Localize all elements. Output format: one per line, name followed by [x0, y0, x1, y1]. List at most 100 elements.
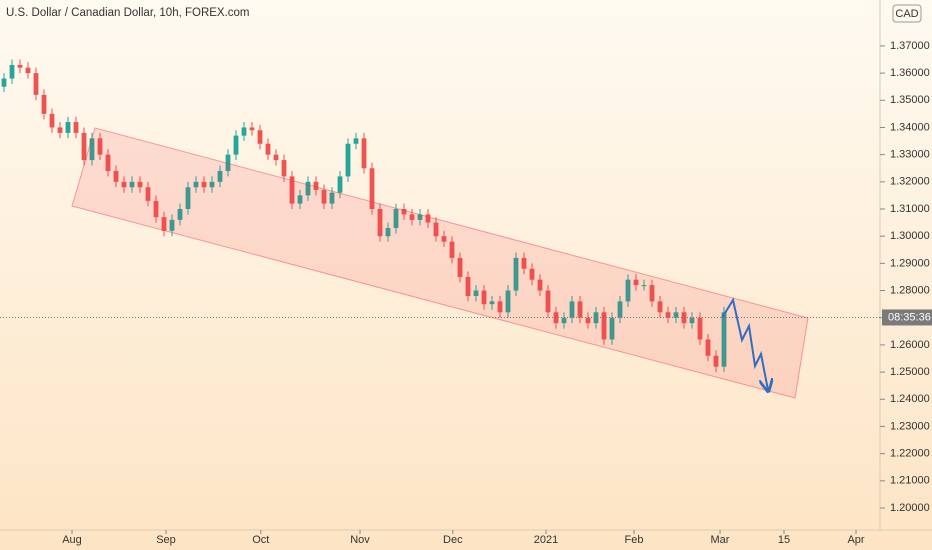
candle-body	[585, 317, 591, 324]
candle-body	[665, 312, 671, 318]
candle-body	[265, 143, 271, 155]
candle-body	[409, 214, 415, 220]
x-tick-label: Oct	[252, 534, 269, 546]
y-tick-label: 1.23000	[890, 420, 930, 432]
candle-body	[545, 290, 551, 313]
y-tick-label: 1.34000	[890, 121, 930, 133]
candle-body	[697, 317, 703, 340]
candle-body	[465, 276, 471, 296]
candle-body	[49, 113, 55, 128]
candle-body	[497, 301, 503, 313]
candle-body	[137, 181, 143, 188]
candle-body	[273, 154, 279, 161]
candle-body	[713, 355, 719, 367]
candle-body	[577, 301, 583, 318]
candle-body	[169, 219, 175, 231]
y-tick-label: 1.22000	[890, 448, 930, 460]
candle-body	[217, 170, 223, 182]
candle-body	[185, 187, 191, 210]
candle-body	[593, 312, 599, 324]
candle-body	[625, 279, 631, 302]
candle-body	[385, 228, 391, 237]
candle-body	[601, 312, 607, 340]
candle-body	[289, 176, 295, 204]
candle-body	[89, 138, 95, 161]
chart-title: U.S. Dollar / Canadian Dollar, 10h, FORE…	[6, 7, 250, 19]
candle-body	[33, 73, 39, 95]
candle-body	[457, 257, 463, 277]
candle-body	[193, 181, 199, 188]
x-tick-label: Feb	[625, 534, 644, 546]
candle-body	[633, 279, 639, 286]
candle-body	[113, 170, 119, 182]
candle-body	[521, 257, 527, 269]
candle-body	[17, 64, 23, 68]
x-tick-label: Apr	[847, 534, 864, 546]
y-tick-label: 1.32000	[890, 176, 930, 188]
candle-body	[337, 176, 343, 193]
y-tick-label: 1.30000	[890, 230, 930, 242]
y-tick-label: 1.36000	[890, 67, 930, 79]
candle-body	[41, 94, 47, 114]
candle-body	[721, 312, 727, 367]
candle-body	[425, 214, 431, 223]
candle-body	[145, 187, 151, 201]
candle-body	[393, 209, 399, 229]
candle-body	[673, 312, 679, 318]
candle-body	[449, 241, 455, 258]
candle-body	[73, 122, 79, 133]
candle-body	[641, 285, 647, 287]
candle-body	[537, 279, 543, 291]
candle-body	[473, 290, 479, 296]
candle-body	[609, 317, 615, 340]
candles	[1, 59, 727, 373]
candle-body	[313, 181, 319, 190]
candle-body	[329, 192, 335, 204]
y-tick-label: 1.21000	[890, 475, 930, 487]
candle-body	[297, 195, 303, 204]
candle-body	[1, 78, 7, 87]
candle-body	[345, 143, 351, 177]
candle-body	[65, 122, 71, 133]
candle-body	[57, 127, 63, 133]
countdown-box	[882, 309, 932, 326]
candle-body	[513, 257, 519, 291]
candle-body	[481, 290, 487, 305]
x-tick-label: 15	[778, 534, 790, 546]
y-tick-label: 1.35000	[890, 94, 930, 106]
y-tick-label: 1.28000	[890, 284, 930, 296]
currency-box	[892, 4, 922, 23]
candle-body	[553, 312, 559, 324]
candle-body	[361, 138, 367, 169]
candle-body	[417, 214, 423, 220]
x-tick-label: Sep	[156, 534, 176, 546]
candle-body	[9, 64, 15, 79]
candle-body	[25, 67, 31, 74]
candle-body	[401, 209, 407, 215]
candle-body	[649, 285, 655, 302]
countdown-label: 08:35:36	[888, 311, 931, 323]
candle-body	[281, 160, 287, 177]
candle-body	[97, 138, 103, 155]
x-tick-label: Dec	[443, 534, 463, 546]
candle-body	[505, 290, 511, 313]
x-tick-label: 2021	[534, 534, 558, 546]
candle-body	[561, 317, 567, 324]
candle-body	[257, 130, 263, 144]
candle-body	[225, 154, 231, 171]
candle-body	[161, 217, 167, 231]
candle-body	[153, 200, 159, 218]
candle-body	[353, 138, 359, 144]
y-tick-label: 1.33000	[890, 149, 930, 161]
candle-body	[81, 132, 87, 161]
x-tick-label: Nov	[350, 534, 370, 546]
axes: 1.20000 1.21000 1.22000 1.23000 1.24000 1.250…	[0, 40, 932, 546]
y-tick-label: 1.31000	[890, 203, 930, 215]
candle-body	[529, 268, 535, 280]
candle-body	[441, 236, 447, 242]
candle-body	[657, 301, 663, 313]
candle-body	[369, 168, 375, 210]
candle-body	[705, 339, 711, 356]
